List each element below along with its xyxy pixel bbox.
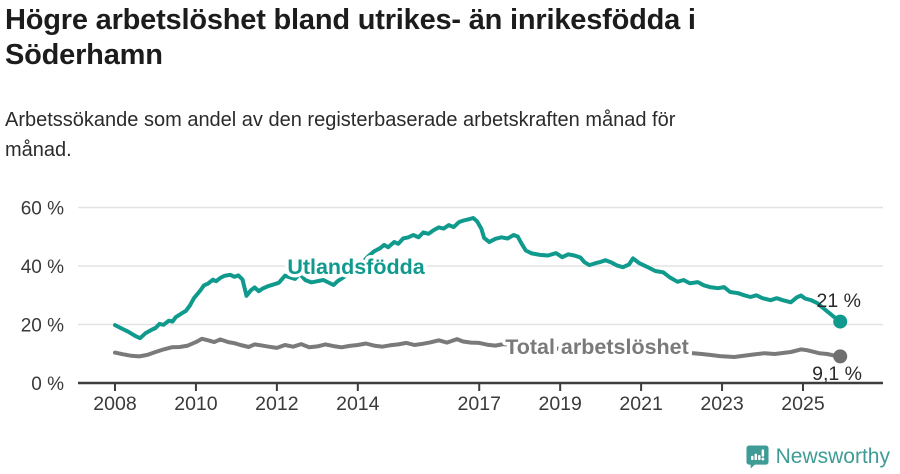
page-title-line-2: Söderhamn	[5, 39, 163, 72]
end-value-label-total-arbetsloshet: 9,1 %	[812, 363, 862, 385]
page-title-line-1: Högre arbetslöshet bland utrikes- än inr…	[5, 4, 696, 36]
end-dot-total-arbetsloshet	[833, 349, 848, 364]
x-tick-label-2012: 2012	[255, 393, 298, 415]
y-tick-label-20: 20 %	[21, 316, 64, 337]
series-line-utlandsfodda	[113, 216, 843, 341]
x-tick-label-2019: 2019	[538, 393, 581, 415]
y-tick-label-40: 40 %	[21, 257, 64, 278]
series-label-total-arbetsloshet: Total arbetslöshet	[505, 335, 689, 359]
newsworthy-brand-text: Newsworthy	[775, 445, 890, 468]
x-tick-label-2023: 2023	[700, 393, 743, 415]
chart-subtitle: Arbetssökande som andel av den registerb…	[5, 105, 875, 165]
chart-subtitle-line-2: månad.	[5, 139, 72, 161]
series-line-total-arbetsloshet	[113, 336, 843, 359]
y-tick-label-60: 60 %	[21, 199, 64, 220]
y-tick-label-0: 0 %	[31, 374, 64, 395]
x-tick-label-2021: 2021	[619, 393, 662, 415]
x-tick-label-2008: 2008	[93, 393, 136, 415]
end-value-label-utlandsfodda: 21 %	[817, 290, 861, 312]
page-title: Högre arbetslöshet bland utrikes- än inr…	[5, 3, 825, 74]
series-label-utlandsfodda: Utlandsfödda	[287, 255, 425, 279]
x-tick-label-2025: 2025	[781, 393, 825, 415]
chart-subtitle-line-1: Arbetssökande som andel av den registerb…	[5, 109, 676, 131]
unemployment-line-chart: 0 % 20 % 40 % 60 % 2008 2010 2012 2014 2017 2019 2…	[21, 199, 883, 415]
newsworthy-logo: Newsworthy	[746, 445, 890, 469]
newsworthy-logo-icon	[746, 445, 769, 469]
x-tick-label-2014: 2014	[336, 393, 380, 415]
x-tick-label-2017: 2017	[458, 393, 501, 415]
x-tick-label-2010: 2010	[174, 393, 218, 415]
end-dot-utlandsfodda	[833, 314, 848, 329]
